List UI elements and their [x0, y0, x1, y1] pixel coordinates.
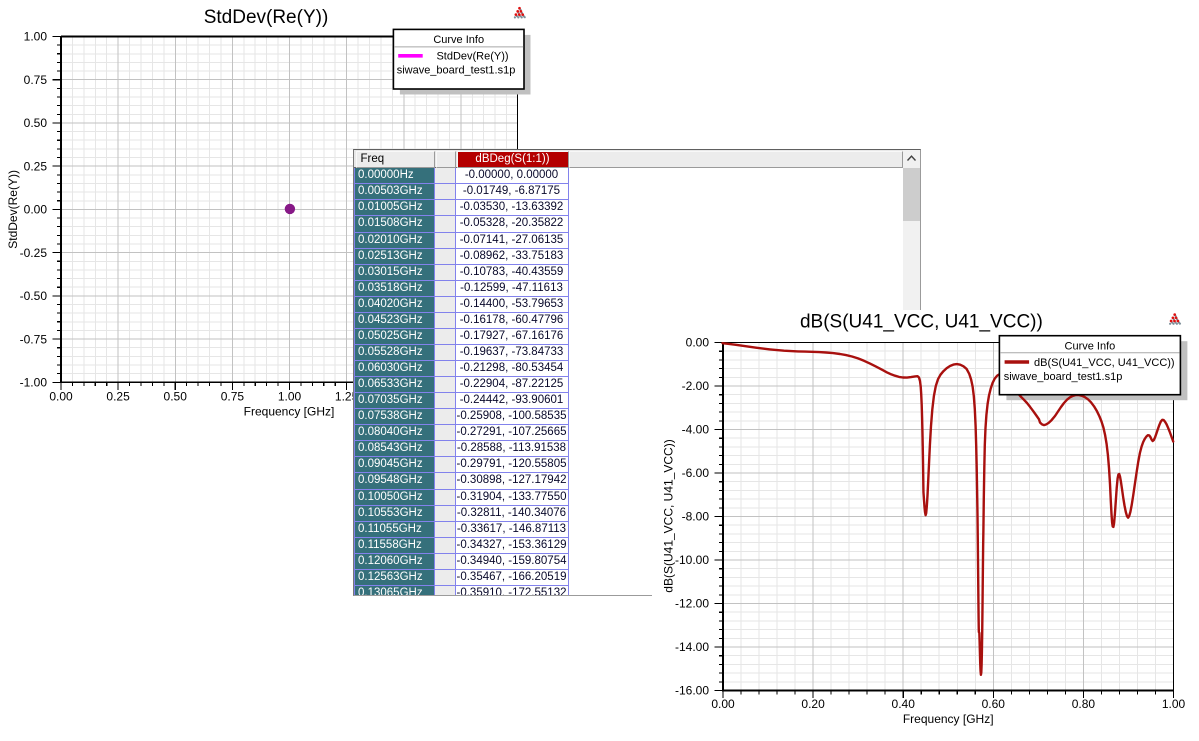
svg-text:-2.00: -2.00	[682, 379, 710, 393]
svg-text:0.20: 0.20	[801, 697, 825, 711]
svg-text:0.60: 0.60	[982, 697, 1006, 711]
svg-text:-10.00: -10.00	[675, 553, 709, 567]
svg-text:0.40: 0.40	[892, 697, 916, 711]
svg-text:0.50: 0.50	[164, 389, 188, 403]
svg-text:1.00: 1.00	[24, 30, 48, 44]
svg-text:0.75: 0.75	[24, 73, 48, 87]
svg-text:-8.00: -8.00	[682, 510, 710, 524]
svg-text:0.00: 0.00	[49, 389, 73, 403]
svg-text:dB(S(U41_VCC, U41_VCC)): dB(S(U41_VCC, U41_VCC))	[800, 312, 1043, 333]
svg-text:-4.00: -4.00	[682, 423, 710, 437]
svg-text:0.00: 0.00	[24, 203, 48, 217]
svg-text:0.75: 0.75	[221, 389, 245, 403]
svg-text:-16.00: -16.00	[675, 684, 709, 698]
svg-text:dB(S(U41_VCC, U41_VCC)): dB(S(U41_VCC, U41_VCC))	[1034, 357, 1175, 369]
svg-text:0.80: 0.80	[1072, 697, 1096, 711]
svg-text:1.25: 1.25	[335, 389, 359, 403]
svg-text:dB(S(U41_VCC, U41_VCC)): dB(S(U41_VCC, U41_VCC))	[662, 439, 676, 592]
svg-text:-6.00: -6.00	[682, 466, 710, 480]
svg-text:-0.50: -0.50	[20, 289, 48, 303]
svg-text:-12.00: -12.00	[675, 597, 709, 611]
svg-text:0.00: 0.00	[711, 697, 735, 711]
svg-text:StdDev(Re(Y)): StdDev(Re(Y))	[204, 7, 329, 28]
svg-text:-1.00: -1.00	[20, 376, 48, 390]
svg-text:1.00: 1.00	[278, 389, 302, 403]
svg-text:Curve Info: Curve Info	[433, 34, 484, 46]
svg-text:-0.75: -0.75	[20, 332, 48, 346]
svg-text:-14.00: -14.00	[675, 640, 709, 654]
svg-text:0.25: 0.25	[24, 159, 48, 173]
svg-text:Frequency [GHz]: Frequency [GHz]	[903, 712, 994, 726]
svg-text:siwave_board_test1.s1p: siwave_board_test1.s1p	[1004, 371, 1123, 383]
svg-text:-0.25: -0.25	[20, 246, 48, 260]
svg-text:Curve Info: Curve Info	[1065, 341, 1116, 353]
svg-text:StdDev(Re(Y)): StdDev(Re(Y))	[6, 170, 20, 249]
svg-text:1.00: 1.00	[1162, 697, 1186, 711]
svg-text:0.50: 0.50	[24, 116, 48, 130]
svg-text:Frequency [GHz]: Frequency [GHz]	[244, 405, 335, 419]
svg-text:siwave_board_test1.s1p: siwave_board_test1.s1p	[397, 65, 516, 77]
svg-text:StdDev(Re(Y)): StdDev(Re(Y))	[436, 51, 508, 63]
svg-text:0.25: 0.25	[106, 389, 130, 403]
svg-text:0.00: 0.00	[686, 336, 710, 350]
